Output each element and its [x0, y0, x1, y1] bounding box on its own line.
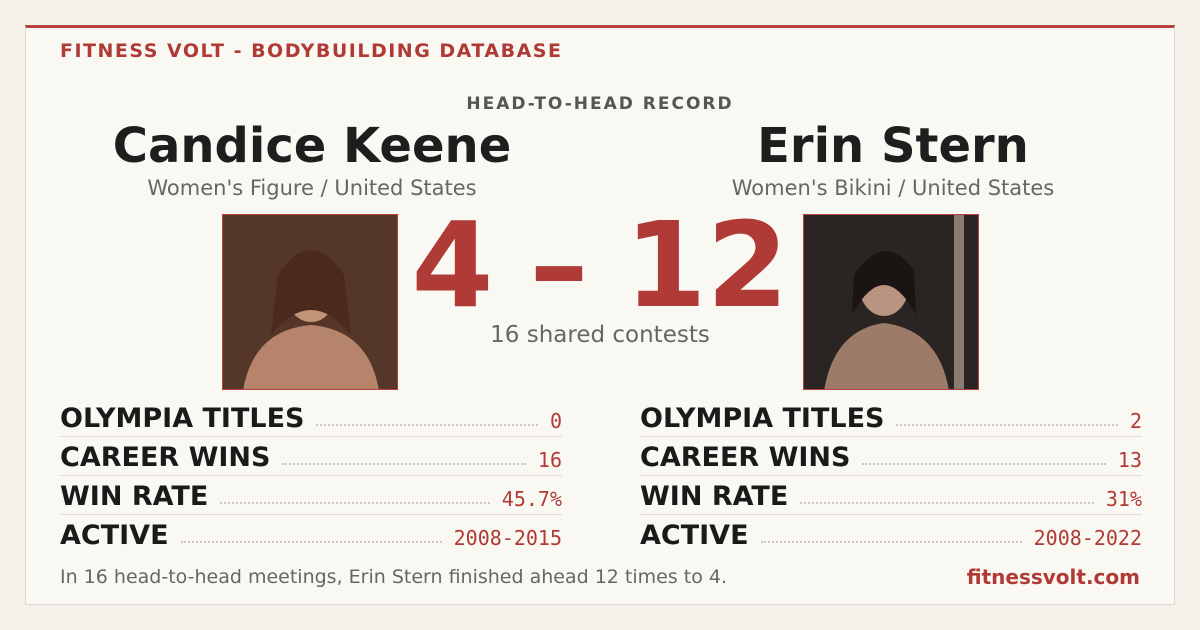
- dot-leader: [760, 541, 1022, 543]
- stats-list: OLYMPIA TITLES 2 CAREER WINS 13 WIN RATE 31% A…: [640, 398, 1142, 553]
- stat-label: OLYMPIA TITLES: [60, 403, 305, 434]
- dot-leader: [180, 541, 442, 543]
- stat-row: ACTIVE 2008-2022: [640, 514, 1142, 553]
- header-title: FITNESS VOLT - BODYBUILDING DATABASE: [60, 40, 563, 62]
- stat-value: 2: [1129, 409, 1142, 433]
- score-separator: –: [529, 196, 589, 334]
- athlete-name: Erin Stern: [757, 118, 1029, 174]
- stat-value: 13: [1117, 448, 1142, 472]
- header-subtitle: HEAD-TO-HEAD RECORD: [466, 94, 734, 114]
- card: [25, 25, 1175, 605]
- stat-row: WIN RATE 31%: [640, 475, 1142, 514]
- stat-value: 31%: [1105, 487, 1142, 511]
- footer-summary: In 16 head-to-head meetings, Erin Stern …: [60, 566, 728, 588]
- dot-leader: [800, 502, 1094, 504]
- stat-row: ACTIVE 2008-2015: [60, 514, 562, 553]
- footer-site: fitnessvolt.com: [966, 565, 1140, 589]
- stat-row: OLYMPIA TITLES 0: [60, 398, 562, 436]
- score-left: 4: [411, 196, 494, 334]
- stat-value: 45.7%: [501, 487, 562, 511]
- dot-leader: [862, 463, 1106, 465]
- stat-value: 0: [549, 409, 562, 433]
- stat-label: CAREER WINS: [60, 442, 271, 473]
- stat-value: 16: [537, 448, 562, 472]
- score: 4–12: [0, 200, 1200, 330]
- dot-leader: [896, 424, 1118, 426]
- stat-value: 2008-2022: [1033, 526, 1142, 550]
- photo-art: [223, 215, 397, 389]
- athlete-photo: [803, 214, 979, 390]
- athlete-photo: [222, 214, 398, 390]
- dot-leader: [316, 424, 538, 426]
- stats-list: OLYMPIA TITLES 0 CAREER WINS 16 WIN RATE 45.7…: [60, 398, 562, 553]
- shared-contests: 16 shared contests: [490, 322, 710, 348]
- stat-row: CAREER WINS 13: [640, 436, 1142, 475]
- stat-row: WIN RATE 45.7%: [60, 475, 562, 514]
- dot-leader: [282, 463, 526, 465]
- stat-label: WIN RATE: [60, 481, 209, 512]
- athlete-division: Women's Figure / United States: [147, 176, 477, 200]
- stat-label: ACTIVE: [640, 520, 749, 551]
- stat-value: 2008-2015: [453, 526, 562, 550]
- stat-label: ACTIVE: [60, 520, 169, 551]
- stat-row: CAREER WINS 16: [60, 436, 562, 475]
- stat-row: OLYMPIA TITLES 2: [640, 398, 1142, 436]
- stat-label: WIN RATE: [640, 481, 789, 512]
- stat-label: OLYMPIA TITLES: [640, 403, 885, 434]
- photo-art: [804, 215, 978, 389]
- athlete-name: Candice Keene: [112, 118, 512, 174]
- athlete-division: Women's Bikini / United States: [731, 176, 1055, 200]
- score-right: 12: [624, 196, 789, 334]
- dot-leader: [220, 502, 490, 504]
- stat-label: CAREER WINS: [640, 442, 851, 473]
